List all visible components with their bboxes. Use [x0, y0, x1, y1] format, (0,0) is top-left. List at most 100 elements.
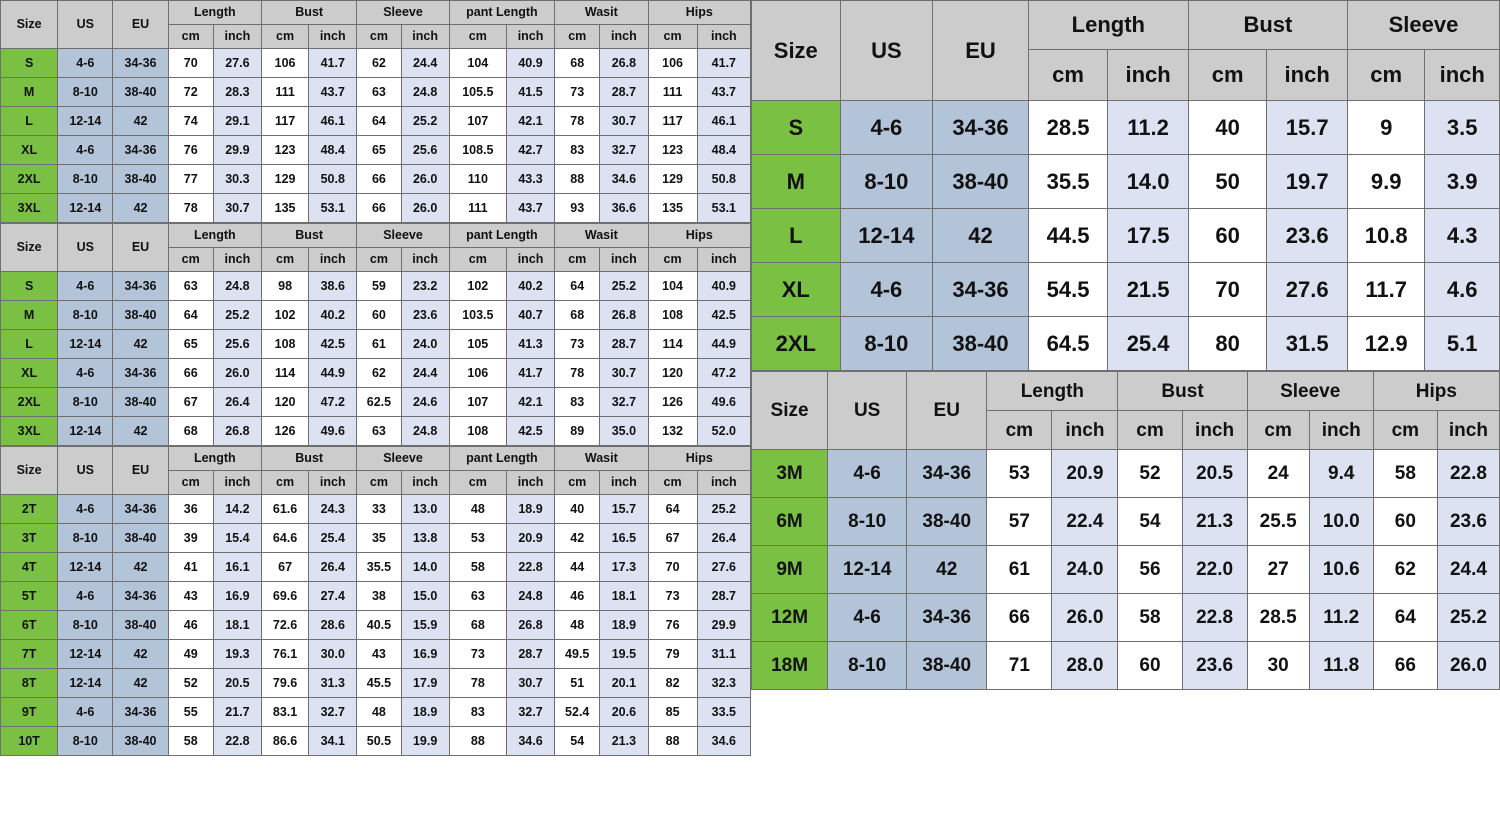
cell-inch: 27.6 [1266, 262, 1348, 317]
cell-cm: 72 [167, 77, 214, 107]
cell-inch: 30.0 [308, 639, 358, 669]
cell-inch: 24.8 [400, 77, 450, 107]
cell-cm: 57 [986, 497, 1053, 546]
table-row: 3T 8-10 38-40 39 15.4 64.6 25.4 35 13.8 53 20.9 42 1… [0, 523, 752, 553]
cell-cm: 58 [448, 552, 507, 582]
header-unit-cm: cm [1346, 49, 1426, 101]
table-row: 3XL 12-14 42 78 30.7 135 53.1 66 26.0 111 43.7 93 36… [0, 193, 752, 223]
size-table-left-adult-2: Size US EU Length Bust Sleeve pant Length Wasit… [0, 223, 752, 446]
table-row: L 12-14 42 74 29.1 117 46.1 64 25.2 107 42.1 78 30.7… [0, 106, 752, 136]
cell-us: 12-14 [57, 106, 114, 136]
header-group-bust: Bust [1117, 371, 1248, 411]
cell-cm: 41 [167, 552, 214, 582]
cell-cm: 76 [647, 610, 698, 640]
cell-us: 4-6 [839, 100, 934, 155]
cell-eu: 34-36 [112, 48, 169, 78]
cell-cm: 33 [356, 494, 402, 524]
header-group-bust: Bust [260, 446, 358, 471]
cell-cm: 65 [167, 329, 214, 359]
header-unit-inch: inch [1051, 410, 1119, 450]
header-unit-cm: cm [260, 247, 310, 272]
cell-us: 4-6 [827, 593, 908, 642]
cell-size: 2T [0, 494, 59, 524]
header-unit-cm: cm [554, 470, 601, 495]
cell-eu: 42 [112, 552, 169, 582]
table-row: XL 4-6 34-36 66 26.0 114 44.9 62 24.4 106 41.7 78 30… [0, 358, 752, 388]
cell-inch: 16.9 [400, 639, 450, 669]
header-us: US [827, 371, 908, 450]
cell-cm: 24 [1246, 449, 1310, 498]
cell-us: 4-6 [57, 581, 114, 611]
header-eu: EU [932, 0, 1029, 101]
header-unit-cm: cm [1187, 49, 1268, 101]
cell-inch: 10.0 [1308, 497, 1374, 546]
cell-inch: 28.0 [1051, 641, 1119, 690]
header-unit-inch: inch [400, 470, 450, 495]
cell-cm: 77 [167, 164, 214, 194]
header-unit-cm: cm [647, 470, 698, 495]
table-row: 5T 4-6 34-36 43 16.9 69.6 27.4 38 15.0 63 24.8 46 18… [0, 581, 752, 611]
cell-inch: 42.5 [308, 329, 358, 359]
header-unit-inch: inch [212, 247, 263, 272]
cell-size: 9M [750, 545, 829, 594]
cell-cm: 104 [448, 48, 507, 78]
cell-cm: 59 [356, 271, 402, 301]
cell-inch: 26.0 [400, 193, 450, 223]
cell-cm: 46 [554, 581, 601, 611]
cell-inch: 41.7 [308, 48, 358, 78]
cell-cm: 71 [986, 641, 1053, 690]
header-unit-cm: cm [647, 24, 698, 49]
cell-cm: 64.6 [260, 523, 310, 553]
cell-cm: 68 [554, 300, 601, 330]
table-row: 3M 4-6 34-36 53 20.9 52 20.5 24 9.4 58 22.8 [750, 449, 1500, 498]
cell-eu: 38-40 [932, 316, 1029, 371]
cell-inch: 22.8 [505, 552, 556, 582]
right-chart-column: Size US EU Length Bust Sleeve cm inch cm inch cm in… [750, 0, 1500, 690]
right-baby-table-wrap: Size US EU Length Bust Sleeve Hips cm inch cm inch… [750, 371, 1500, 690]
cell-inch: 19.7 [1266, 154, 1348, 209]
cell-cm: 66 [356, 193, 402, 223]
table-row: S 4-6 34-36 70 27.6 106 41.7 62 24.4 104 40.9 68 26.… [0, 48, 752, 78]
cell-us: 4-6 [839, 262, 934, 317]
header-unit-inch: inch [1107, 49, 1189, 101]
cell-cm: 108.5 [448, 135, 507, 165]
header-eu: EU [112, 446, 169, 495]
cell-cm: 50.5 [356, 726, 402, 756]
cell-inch: 18.9 [505, 494, 556, 524]
header-unit-cm: cm [647, 247, 698, 272]
cell-inch: 20.5 [1181, 449, 1248, 498]
header-group-wasit: Wasit [554, 446, 649, 471]
cell-inch: 27.6 [696, 552, 752, 582]
cell-cm: 80 [1187, 316, 1268, 371]
cell-cm: 48 [356, 697, 402, 727]
cell-cm: 52 [167, 668, 214, 698]
cell-eu: 34-36 [906, 593, 988, 642]
cell-inch: 28.7 [505, 639, 556, 669]
cell-size: 18M [750, 641, 829, 690]
cell-inch: 25.6 [400, 135, 450, 165]
header-unit-cm: cm [167, 470, 214, 495]
cell-inch: 21.3 [599, 726, 649, 756]
cell-size: 10T [0, 726, 59, 756]
cell-us: 4-6 [57, 697, 114, 727]
cell-cm: 132 [647, 416, 698, 446]
header-unit-inch: inch [308, 470, 358, 495]
cell-inch: 25.2 [696, 494, 752, 524]
cell-cm: 82 [647, 668, 698, 698]
cell-inch: 24.8 [505, 581, 556, 611]
header-unit-inch: inch [1424, 49, 1500, 101]
cell-cm: 83.1 [260, 697, 310, 727]
cell-inch: 20.9 [505, 523, 556, 553]
cell-cm: 36 [167, 494, 214, 524]
cell-cm: 64 [356, 106, 402, 136]
cell-us: 12-14 [57, 416, 114, 446]
header-group-pant-length: pant Length [448, 223, 556, 248]
cell-inch: 38.6 [308, 271, 358, 301]
cell-inch: 47.2 [696, 358, 752, 388]
cell-inch: 11.2 [1107, 100, 1189, 155]
cell-cm: 117 [647, 106, 698, 136]
cell-size: S [0, 48, 59, 78]
cell-cm: 117 [260, 106, 310, 136]
header-group-length: Length [986, 371, 1119, 411]
header-group-sleeve: Sleeve [1346, 0, 1500, 50]
